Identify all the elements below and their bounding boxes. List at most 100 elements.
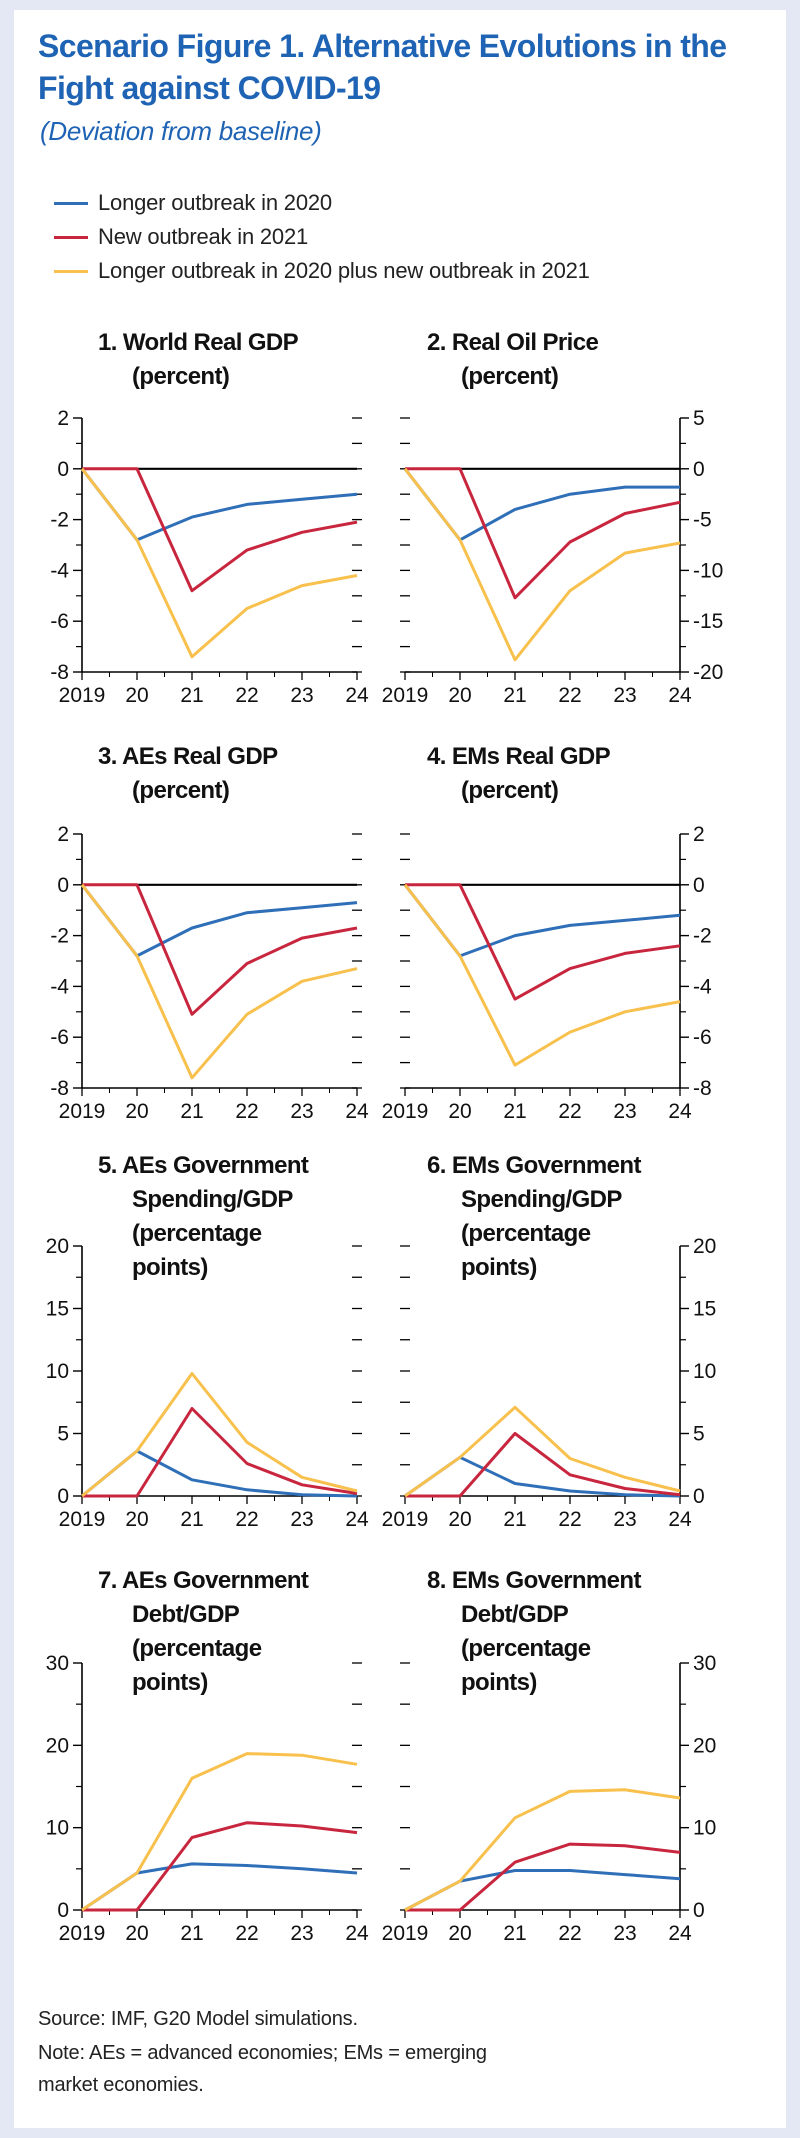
- y-tick-label: 10: [693, 1360, 716, 1383]
- y-tick-label: -6: [50, 610, 69, 633]
- panel-title-line: Debt/GDP: [461, 1601, 569, 1628]
- x-tick-label: 21: [503, 1508, 526, 1531]
- series-line-3: [80, 883, 358, 1080]
- y-tick-label: -4: [50, 559, 69, 582]
- panel-title-line: (percentage: [461, 1220, 591, 1247]
- y-tick-label: -2: [693, 925, 712, 948]
- y-tick-label: 2: [57, 407, 69, 430]
- chart-panel-8: 30 20 10 0 2019 20 21 22 23 24 8. EMs Government De…: [382, 1567, 717, 1945]
- x-tick-label: 23: [290, 1508, 313, 1531]
- x-tick-label: 23: [613, 1922, 636, 1945]
- figure-title-line-1: Scenario Figure 1. Alternative Evolution…: [38, 28, 727, 64]
- series-line-2: [405, 1432, 681, 1498]
- figure-panel: Scenario Figure 1. Alternative Evolution…: [14, 10, 786, 2128]
- panel-title-line: (percentage: [132, 1635, 262, 1662]
- x-tick-label: 2019: [382, 1100, 429, 1123]
- panel-title-line: (percent): [132, 363, 229, 390]
- y-tick-label: 5: [57, 1423, 69, 1446]
- x-tick-label: 22: [235, 1508, 258, 1531]
- legend-swatch-yellow: [54, 269, 88, 273]
- series-line-3: [80, 467, 358, 659]
- y-tick-label: 20: [46, 1235, 69, 1258]
- y-tick-label: -2: [50, 509, 69, 532]
- y-tick-label: -6: [693, 1026, 712, 1049]
- legend-swatch-blue: [54, 201, 88, 205]
- y-tick-label: 5: [693, 407, 705, 430]
- series-line-2: [82, 467, 358, 593]
- x-tick-label: 21: [180, 1100, 203, 1123]
- x-tick-label: 23: [613, 1508, 636, 1531]
- x-tick-label: 20: [448, 1922, 471, 1945]
- x-tick-label: 20: [448, 684, 471, 707]
- y-tick-label: -20: [693, 661, 723, 684]
- panel-title-line: Spending/GDP: [461, 1186, 622, 1213]
- x-tick-label: 22: [235, 684, 258, 707]
- y-tick-label: 0: [57, 1899, 69, 1922]
- y-tick-label: -15: [693, 610, 723, 633]
- y-tick-label: -4: [50, 975, 69, 998]
- x-tick-label: 23: [290, 684, 313, 707]
- series-line-2: [82, 883, 358, 1016]
- x-tick-label: 20: [448, 1508, 471, 1531]
- panel-title-line: (percent): [461, 777, 558, 804]
- x-tick-label: 24: [668, 684, 692, 707]
- series-line-3: [403, 467, 681, 662]
- y-tick-label: -4: [693, 975, 712, 998]
- y-tick-label: 2: [57, 823, 69, 846]
- series-line-3: [403, 883, 681, 1067]
- x-tick-label: 24: [345, 1922, 369, 1945]
- x-tick-label: 21: [503, 1100, 526, 1123]
- y-tick-label: -8: [50, 661, 69, 684]
- y-tick-label: -6: [50, 1026, 69, 1049]
- panel-title-line: (percent): [461, 363, 558, 390]
- y-tick-label: 5: [693, 1423, 705, 1446]
- x-tick-label: 22: [558, 684, 581, 707]
- series-line-2: [405, 883, 681, 1001]
- series-line-2: [82, 1821, 358, 1912]
- x-tick-label: 22: [235, 1922, 258, 1945]
- y-tick-label: -2: [50, 925, 69, 948]
- legend-item-new-outbreak: New outbreak in 2021: [54, 222, 308, 252]
- y-tick-label: 20: [693, 1734, 716, 1757]
- x-tick-label: 20: [125, 1100, 148, 1123]
- y-tick-label: 10: [46, 1817, 69, 1840]
- panel-title-line: (percentage: [132, 1220, 262, 1247]
- x-tick-label: 20: [125, 684, 148, 707]
- legend-item-longer-outbreak: Longer outbreak in 2020: [54, 188, 332, 218]
- y-tick-label: 0: [57, 874, 69, 897]
- y-tick-label: 15: [46, 1298, 69, 1321]
- panel-title-line: points): [132, 1669, 208, 1696]
- panel-title-line: Spending/GDP: [132, 1186, 293, 1213]
- panel-title-line: points): [461, 1254, 537, 1281]
- y-tick-label: 20: [46, 1734, 69, 1757]
- y-tick-label: 20: [693, 1235, 716, 1258]
- panel-title-line: 5. AEs Government: [98, 1152, 309, 1179]
- y-tick-label: 0: [693, 458, 705, 481]
- panel-title-line: 7. AEs Government: [98, 1567, 309, 1594]
- series-line-1: [81, 1449, 358, 1498]
- x-tick-label: 2019: [382, 1508, 429, 1531]
- legend-label: Longer outbreak in 2020 plus new outbrea…: [98, 258, 590, 283]
- x-tick-label: 22: [235, 1100, 258, 1123]
- x-tick-label: 24: [345, 684, 369, 707]
- figure-subtitle: (Deviation from baseline): [40, 116, 322, 146]
- x-tick-label: 21: [180, 1508, 203, 1531]
- y-tick-label: 0: [693, 1899, 705, 1922]
- x-tick-label: 2019: [382, 684, 429, 707]
- y-tick-label: 0: [57, 458, 69, 481]
- x-tick-label: 22: [558, 1508, 581, 1531]
- x-tick-label: 24: [668, 1922, 692, 1945]
- legend-swatch-red: [54, 235, 88, 239]
- x-tick-label: 21: [180, 684, 203, 707]
- figure-title-line-2: Fight against COVID-19: [38, 70, 381, 106]
- x-tick-label: 21: [180, 1922, 203, 1945]
- x-tick-label: 23: [290, 1100, 313, 1123]
- legend-label: Longer outbreak in 2020: [98, 190, 332, 215]
- series-line-3: [404, 1405, 681, 1498]
- y-tick-label: -8: [50, 1077, 69, 1100]
- series-line-2: [405, 467, 681, 600]
